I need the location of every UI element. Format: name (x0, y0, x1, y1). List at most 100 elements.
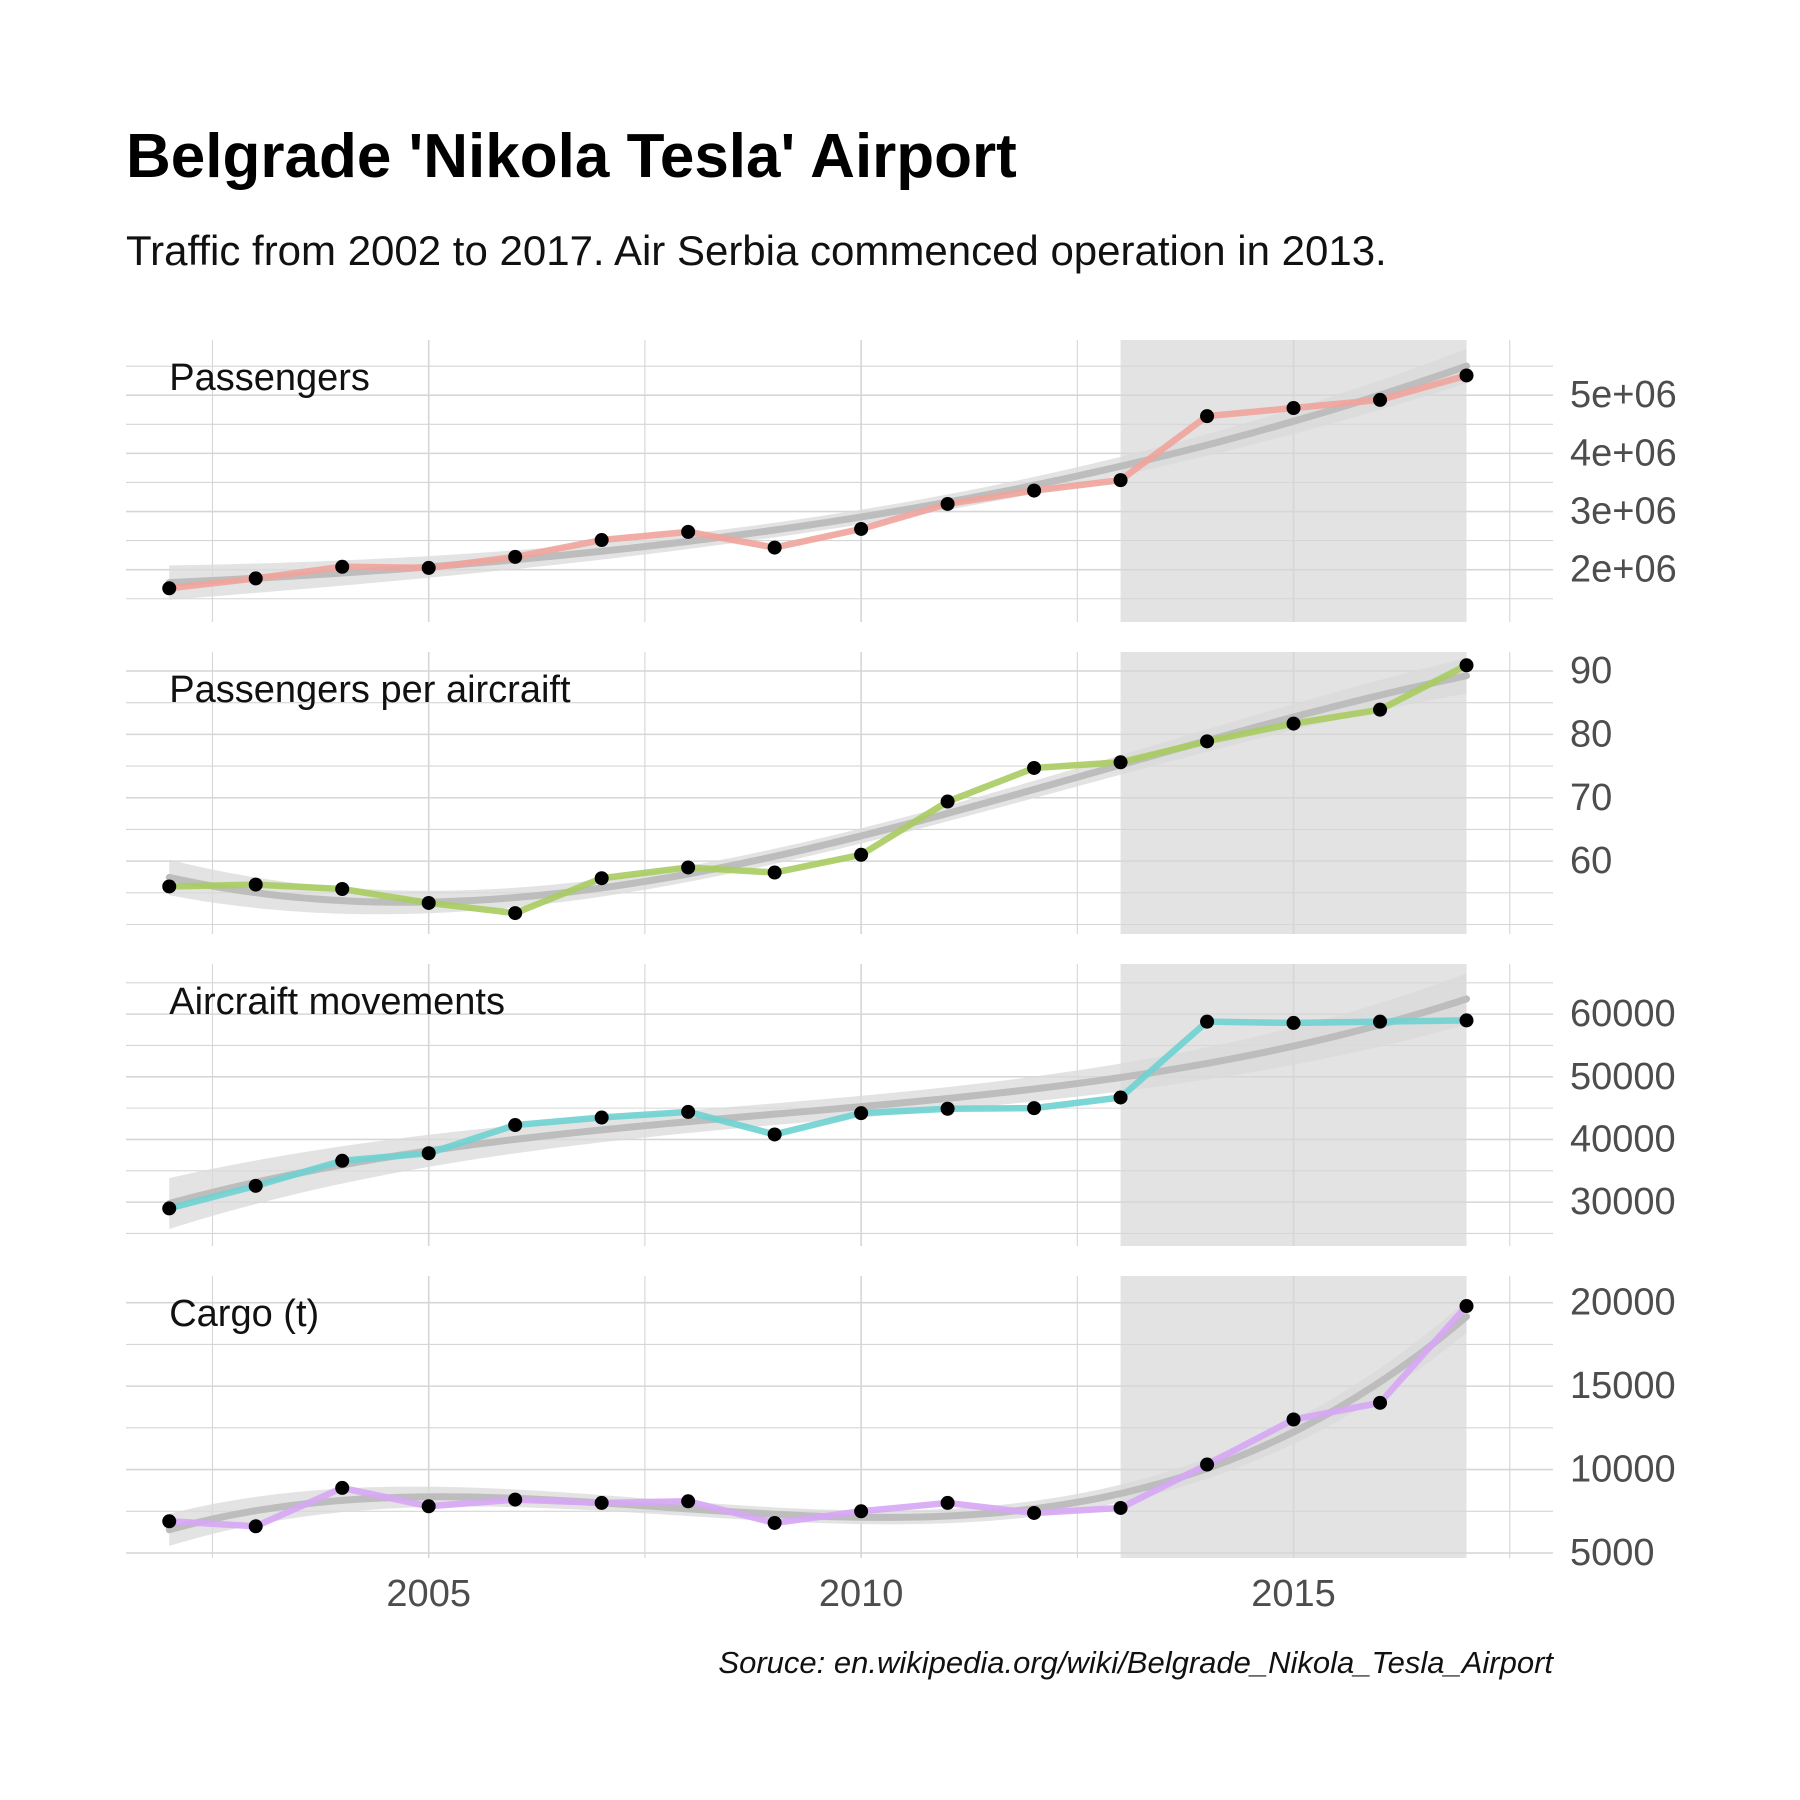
data-point-cargo-t-2017 (1459, 1299, 1474, 1314)
data-point-passengers-per-aircraift-2007 (594, 871, 609, 886)
data-point-passengers-2014 (1200, 409, 1215, 424)
y-tick-label: 60000 (1570, 993, 1676, 1035)
data-point-cargo-t-2014 (1200, 1457, 1215, 1472)
data-point-aircraift-movements-2007 (594, 1110, 609, 1125)
data-point-aircraift-movements-2006 (508, 1118, 523, 1133)
data-point-aircraift-movements-2010 (854, 1106, 869, 1121)
data-point-passengers-per-aircraift-2006 (508, 906, 523, 921)
panel-passengers: 2e+06 3e+06 4e+06 5e+06 Passengers (126, 340, 1677, 622)
y-tick-label: 5000 (1570, 1532, 1655, 1574)
data-point-passengers-per-aircraift-2009 (767, 865, 782, 880)
panel-label-passengers: Passengers (169, 357, 370, 399)
data-point-aircraift-movements-2005 (421, 1146, 436, 1161)
data-point-passengers-2006 (508, 549, 523, 564)
data-point-aircraift-movements-2004 (335, 1153, 350, 1168)
data-point-passengers-2011 (940, 496, 955, 511)
data-point-passengers-2010 (854, 521, 869, 536)
y-tick-label: 90 (1570, 650, 1612, 692)
data-point-passengers-per-aircraift-2005 (421, 895, 436, 910)
x-axis: 2005 2010 2015 (386, 1573, 1335, 1615)
series-line-passengers (165, 372, 1470, 592)
y-ticks-passengers: 2e+06 3e+06 4e+06 5e+06 (1570, 374, 1677, 590)
data-point-cargo-t-2015 (1286, 1412, 1301, 1427)
data-point-aircraift-movements-2016 (1373, 1014, 1388, 1029)
data-point-cargo-t-2013 (1113, 1500, 1128, 1515)
y-tick-label: 10000 (1570, 1449, 1676, 1491)
data-point-passengers-2004 (335, 559, 350, 574)
trend-band-aircraift-movements (169, 973, 1467, 1229)
chart-title: Belgrade 'Nikola Tesla' Airport (126, 122, 1017, 191)
data-point-cargo-t-2011 (940, 1495, 955, 1510)
grid-v-passengers-per-aircraift (211, 652, 1511, 934)
y-tick-label: 60 (1570, 840, 1612, 882)
data-point-aircraift-movements-2002 (162, 1201, 177, 1216)
data-point-passengers-2003 (248, 571, 263, 586)
panels-layer: 2e+06 3e+06 4e+06 5e+06 Passengers 60 70 80 90 Pa… (126, 340, 1677, 1574)
data-point-passengers-per-aircraift-2008 (681, 860, 696, 875)
data-point-passengers-per-aircraift-2013 (1113, 755, 1128, 770)
data-point-cargo-t-2005 (421, 1499, 436, 1514)
data-point-aircraift-movements-2003 (248, 1178, 263, 1193)
grid-h-aircraift-movements (126, 982, 1553, 1235)
y-ticks-aircraift-movements: 30000 40000 50000 60000 (1570, 993, 1676, 1223)
panel-cargo-t: 5000 10000 15000 20000 Cargo (t) (126, 1276, 1676, 1574)
trend-line-passengers-per-aircraift (165, 672, 1471, 906)
points-passengers (162, 368, 1474, 596)
data-point-aircraift-movements-2011 (940, 1101, 955, 1116)
data-point-passengers-per-aircraift-2003 (248, 877, 263, 892)
data-point-passengers-per-aircraift-2015 (1286, 716, 1301, 731)
data-point-cargo-t-2009 (767, 1515, 782, 1530)
x-tick-label: 2010 (819, 1573, 904, 1615)
panel-aircraift-movements: 30000 40000 50000 60000 Aircraift movements (126, 964, 1676, 1246)
points-aircraift-movements (162, 1013, 1474, 1216)
data-point-cargo-t-2008 (681, 1494, 696, 1509)
data-point-cargo-t-2002 (162, 1514, 177, 1529)
data-point-cargo-t-2016 (1373, 1395, 1388, 1410)
data-point-aircraift-movements-2012 (1027, 1101, 1042, 1116)
data-point-aircraift-movements-2008 (681, 1104, 696, 1119)
data-point-passengers-2008 (681, 524, 696, 539)
data-point-passengers-per-aircraift-2012 (1027, 760, 1042, 775)
data-point-passengers-per-aircraift-2002 (162, 879, 177, 894)
data-point-cargo-t-2006 (508, 1492, 523, 1507)
y-tick-label: 2e+06 (1570, 549, 1677, 591)
data-point-passengers-2009 (767, 540, 782, 555)
y-tick-label: 70 (1570, 777, 1612, 819)
panel-label-cargo-t: Cargo (t) (169, 1293, 319, 1335)
y-tick-label: 3e+06 (1570, 491, 1677, 533)
points-cargo-t (162, 1299, 1474, 1534)
data-point-cargo-t-2012 (1027, 1505, 1042, 1520)
y-tick-label: 30000 (1570, 1181, 1676, 1223)
y-tick-label: 20000 (1570, 1282, 1676, 1324)
y-tick-label: 5e+06 (1570, 374, 1677, 416)
chart-subtitle: Traffic from 2002 to 2017. Air Serbia co… (126, 227, 1387, 274)
data-point-aircraift-movements-2015 (1286, 1015, 1301, 1030)
data-point-passengers-per-aircraift-2011 (940, 794, 955, 809)
points-passengers-per-aircraift (162, 658, 1474, 921)
series-line-cargo-t (165, 1302, 1470, 1530)
data-point-passengers-2015 (1286, 401, 1301, 416)
y-ticks-passengers-per-aircraift: 60 70 80 90 (1570, 650, 1612, 882)
data-point-passengers-per-aircraift-2010 (854, 847, 869, 862)
data-point-aircraift-movements-2014 (1200, 1014, 1215, 1029)
data-point-cargo-t-2010 (854, 1504, 869, 1519)
y-tick-label: 50000 (1570, 1056, 1676, 1098)
data-point-passengers-per-aircraift-2014 (1200, 734, 1215, 749)
data-point-passengers-2002 (162, 581, 177, 596)
data-point-aircraift-movements-2017 (1459, 1013, 1474, 1028)
x-tick-label: 2015 (1251, 1573, 1336, 1615)
chart-caption: Soruce: en.wikipedia.org/wiki/Belgrade_N… (718, 1645, 1554, 1680)
series-line-aircraift-movements (165, 1017, 1470, 1212)
y-tick-label: 40000 (1570, 1118, 1676, 1160)
trend-band-cargo-t (169, 1300, 1467, 1546)
data-point-passengers-2017 (1459, 368, 1474, 383)
data-point-passengers-2005 (421, 560, 436, 575)
data-point-aircraift-movements-2009 (767, 1127, 782, 1142)
data-point-passengers-per-aircraift-2004 (335, 882, 350, 897)
data-point-passengers-per-aircraift-2016 (1373, 702, 1388, 717)
y-tick-label: 4e+06 (1570, 432, 1677, 474)
x-tick-label: 2005 (386, 1573, 471, 1615)
data-point-aircraift-movements-2013 (1113, 1090, 1128, 1105)
data-point-passengers-per-aircraift-2017 (1459, 658, 1474, 673)
